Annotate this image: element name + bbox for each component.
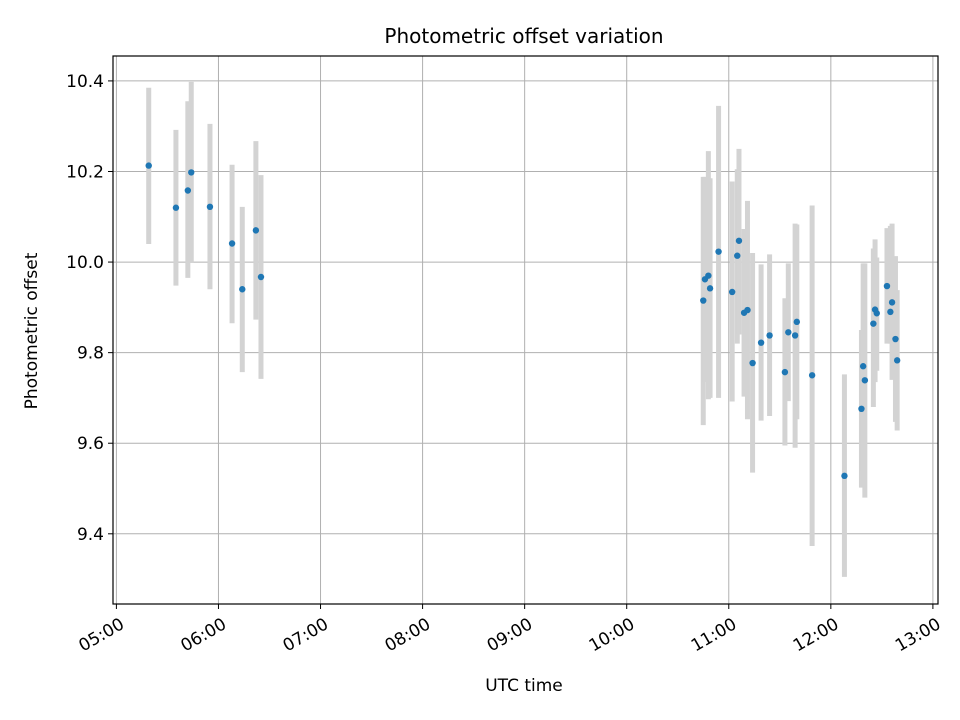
data-point <box>145 162 152 169</box>
x-tick-label: 09:00 <box>484 614 536 656</box>
data-point <box>893 357 901 364</box>
data-point <box>888 299 896 306</box>
x-axis-ticks: 05:00 06:00 07:00 08:00 09:00 10:00 11:00 12:00… <box>75 604 944 656</box>
x-tick-label: 10:00 <box>586 614 638 656</box>
y-axis-ticks: 9.4 9.6 9.8 10.0 10.2 10.4 <box>66 72 113 545</box>
y-tick-label: 9.4 <box>77 525 104 545</box>
data-point <box>228 240 236 247</box>
data-point <box>887 308 894 316</box>
x-tick-label: 06:00 <box>178 614 230 656</box>
data-point <box>841 472 848 480</box>
data-point <box>184 187 192 194</box>
data-point <box>700 297 707 304</box>
data-point <box>734 252 741 259</box>
x-tick-label: 13:00 <box>892 614 944 656</box>
data-point <box>785 329 792 336</box>
x-tick-label: 05:00 <box>75 614 127 656</box>
y-tick-label: 10.4 <box>66 72 104 92</box>
data-points <box>145 162 901 480</box>
data-point <box>715 248 722 255</box>
y-tick-label: 10.0 <box>66 253 104 273</box>
x-tick-label: 11:00 <box>688 614 740 656</box>
data-point <box>728 288 736 296</box>
data-point <box>206 203 214 211</box>
data-point <box>252 227 260 234</box>
x-tick-label: 12:00 <box>790 614 842 656</box>
data-point <box>757 339 765 346</box>
y-axis-label: Photometric offset <box>22 252 42 409</box>
data-point <box>705 272 712 279</box>
data-point <box>861 377 869 384</box>
data-point <box>749 359 756 367</box>
data-point <box>870 320 877 327</box>
x-tick-label: 08:00 <box>382 614 434 656</box>
y-tick-label: 9.6 <box>77 434 104 454</box>
data-point <box>188 169 195 176</box>
plot-frame <box>112 55 939 605</box>
data-point <box>892 335 899 343</box>
data-point <box>793 318 801 326</box>
data-point <box>735 237 743 244</box>
data-point <box>781 368 789 376</box>
error-bars <box>146 81 900 577</box>
x-tick-label: 07:00 <box>280 614 332 656</box>
chart-title: Photometric offset variation <box>384 24 663 48</box>
data-point <box>791 332 799 339</box>
data-point <box>858 405 865 413</box>
data-point <box>257 273 265 281</box>
data-point <box>808 372 816 379</box>
data-point <box>706 285 714 292</box>
data-point <box>172 204 180 211</box>
data-point <box>873 310 880 317</box>
data-point <box>859 363 867 370</box>
data-point <box>766 332 773 339</box>
y-tick-label: 9.8 <box>77 344 104 364</box>
data-point <box>744 306 751 314</box>
data-point <box>883 282 891 290</box>
y-tick-label: 10.2 <box>66 162 104 182</box>
grid-lines <box>113 56 938 604</box>
x-axis-label: UTC time <box>485 676 563 696</box>
data-point <box>239 286 246 293</box>
